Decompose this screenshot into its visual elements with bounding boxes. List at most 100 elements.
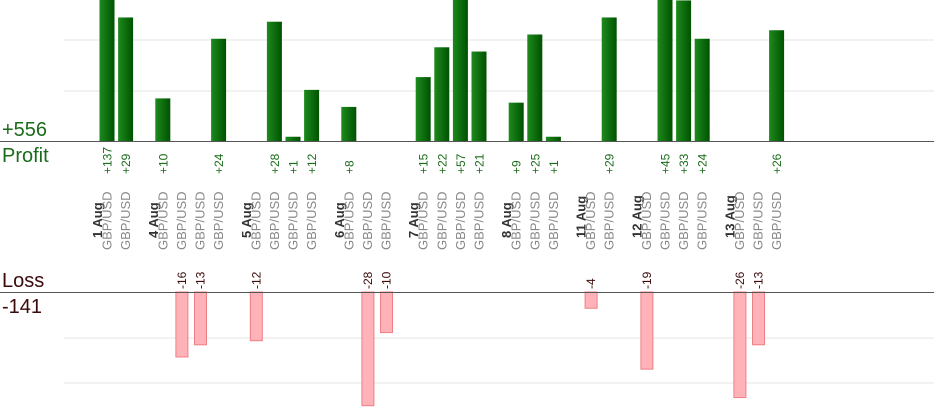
profit-bar [694, 38, 710, 142]
profit-value-label: +9 [510, 160, 524, 174]
profit-value-label: +15 [417, 153, 431, 174]
loss-value-label: -13 [752, 271, 766, 289]
profit-bar [304, 89, 320, 141]
profit-bar [118, 17, 134, 141]
profit-value-label: +22 [435, 153, 449, 174]
profit-value-label: +12 [305, 153, 319, 174]
profit-value-label: +137 [101, 147, 115, 174]
profit-value-label: +10 [156, 153, 170, 174]
date-label: 7 Aug [406, 202, 421, 238]
profit-value-label: +26 [770, 153, 784, 174]
pair-label: GBP/USD [695, 191, 710, 250]
pair-label: GBP/USD [676, 191, 691, 250]
pair-label: GBP/USD [769, 191, 784, 250]
profit-bar [155, 98, 171, 141]
profit-bar [601, 17, 617, 141]
date-label: 5 Aug [239, 202, 254, 238]
loss-bar [584, 291, 598, 309]
loss-value-label: -10 [380, 271, 394, 289]
profit-bar [471, 51, 487, 141]
pair-label: GBP/USD [527, 191, 542, 250]
loss-value-label: -13 [194, 271, 208, 289]
profit-value-label: +24 [696, 153, 710, 174]
profit-value-label: +24 [212, 153, 226, 174]
loss-bar [752, 291, 765, 346]
profit-value-label: +57 [454, 153, 468, 174]
pair-label: GBP/USD [341, 191, 356, 250]
loss-value-label: -4 [584, 278, 598, 289]
profit-value-label: +29 [603, 153, 617, 174]
pair-label: GBP/USD [379, 191, 394, 250]
pair-label: GBP/USD [453, 191, 468, 250]
pair-label: GBP/USD [286, 191, 301, 250]
profit-value-label: +1 [547, 160, 561, 174]
loss-bar [640, 291, 654, 370]
pair-label: GBP/USD [267, 191, 282, 250]
profit-bar [415, 77, 431, 141]
date-label: 6 Aug [332, 202, 347, 238]
profit-bar [211, 38, 227, 142]
pair-label: GBP/USD [248, 191, 263, 250]
loss-value-label: -19 [640, 271, 654, 289]
profit-bar [545, 136, 561, 141]
profit-value-label: +29 [119, 153, 133, 174]
pair-label: GBP/USD [118, 191, 133, 250]
loss-bar [175, 291, 189, 358]
pair-label: GBP/USD [416, 191, 431, 250]
loss-label: Loss [2, 270, 45, 292]
pair-label: GBP/USD [472, 191, 487, 250]
profit-value-label: +1 [287, 160, 301, 174]
loss-bar [361, 291, 375, 407]
pair-label: GBP/USD [509, 191, 524, 250]
profit-value-label: +33 [677, 153, 691, 174]
profit-bar [657, 0, 673, 141]
date-label: 11 Aug [574, 196, 589, 238]
pair-label: GBP/USD [211, 191, 226, 250]
profit-value-label: +8 [342, 160, 356, 174]
pair-label: GBP/USD [639, 191, 654, 250]
loss-value-label: -26 [733, 271, 747, 289]
profit-value-label: +25 [528, 153, 542, 174]
pair-label: GBP/USD [304, 191, 319, 250]
profit-bar [341, 106, 357, 141]
profit-bar [452, 0, 468, 141]
pair-label: GBP/USD [193, 191, 208, 250]
profit-value-label: +45 [659, 153, 673, 174]
pair-label: GBP/USD [732, 191, 747, 250]
pair-label: GBP/USD [360, 191, 375, 250]
profit-bar [769, 30, 785, 142]
pair-label: GBP/USD [602, 191, 617, 250]
pair-label: GBP/USD [434, 191, 449, 250]
profit-bar [285, 136, 301, 141]
date-label: 1 Aug [90, 202, 105, 238]
pair-label: GBP/USD [174, 191, 189, 250]
profit-bar [434, 47, 450, 141]
pair-label: GBP/USD [751, 191, 766, 250]
profit-bar [676, 0, 692, 142]
pair-label: GBP/USD [155, 191, 170, 250]
loss-value-label: -12 [249, 271, 263, 289]
pair-label: GBP/USD [546, 191, 561, 250]
date-label: 8 Aug [499, 202, 514, 238]
profit-value-label: +21 [473, 153, 487, 174]
loss-total-value: -141 [2, 296, 43, 318]
loss-bar [194, 291, 207, 346]
profit-label: Profit [2, 145, 49, 167]
date-label: 13 Aug [722, 195, 737, 238]
date-label: 12 Aug [629, 195, 644, 238]
profit-bar [266, 21, 282, 141]
profit-value-label: +28 [268, 153, 282, 174]
loss-value-label: -16 [175, 271, 189, 289]
loss-bar [249, 291, 263, 342]
loss-value-label: -28 [361, 271, 375, 289]
profit-bar [508, 102, 524, 141]
profit-bar [527, 34, 543, 141]
pair-label: GBP/USD [100, 191, 115, 250]
profit-bar [99, 0, 115, 141]
loss-bar [733, 291, 747, 399]
pair-label: GBP/USD [658, 191, 673, 250]
pair-label: GBP/USD [583, 191, 598, 250]
loss-bar [380, 291, 393, 334]
date-label: 4 Aug [146, 202, 161, 238]
